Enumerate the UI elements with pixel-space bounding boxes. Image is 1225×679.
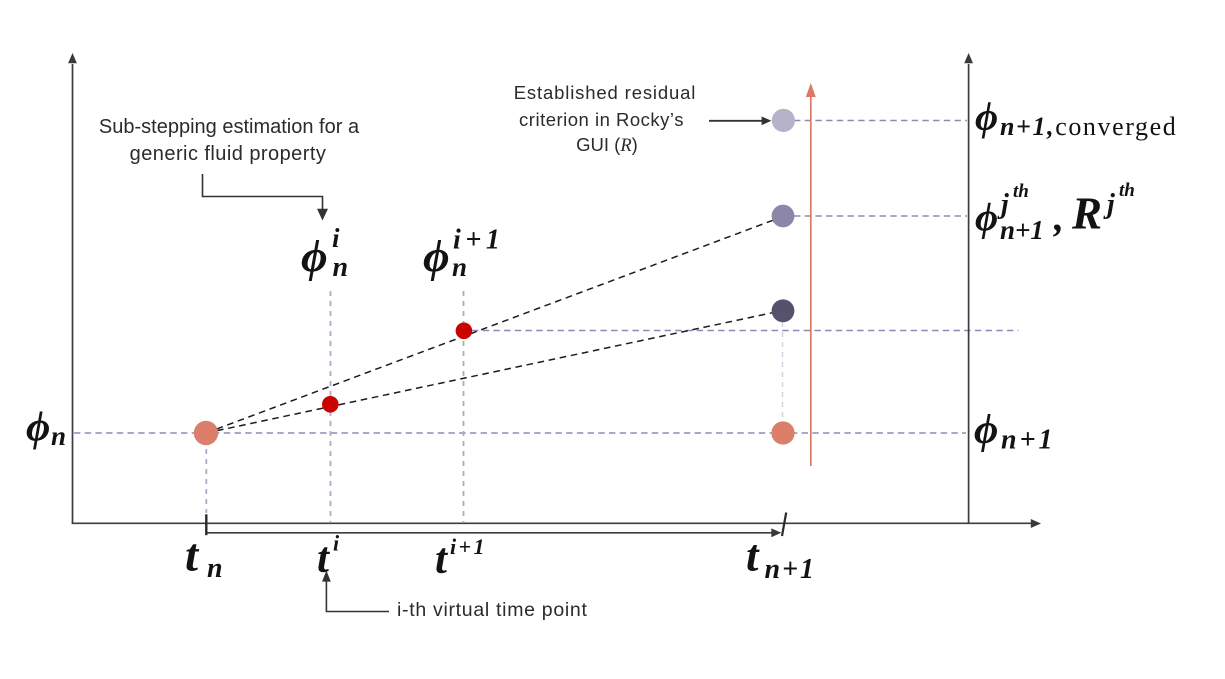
svg-text:t: t [435, 536, 449, 583]
svg-text:j: j [997, 189, 1009, 220]
svg-text:n+1: n+1 [765, 554, 817, 585]
svg-text:generic fluid property: generic fluid property [130, 143, 327, 165]
svg-text:Sub-stepping estimation for a: Sub-stepping estimation for a [99, 116, 360, 138]
svg-text:i: i [332, 223, 340, 253]
svg-text:ϕ: ϕ [423, 231, 450, 282]
svg-text:,: , [1053, 195, 1064, 240]
svg-text:criterion in Rocky’s: criterion in Rocky’s [519, 109, 684, 130]
svg-text:ϕ: ϕ [975, 94, 998, 139]
svg-text:n+1: n+1 [1000, 215, 1044, 245]
svg-text:R: R [1071, 189, 1102, 239]
svg-text:th: th [1013, 181, 1029, 202]
svg-text:n+1,converged: n+1,converged [1000, 112, 1177, 141]
svg-text:n: n [207, 553, 223, 584]
svg-text:ϕ: ϕ [26, 405, 50, 451]
svg-text:t: t [746, 531, 760, 581]
svg-text:GUI (R): GUI (R) [576, 134, 638, 156]
svg-text:Established residual: Established residual [514, 82, 697, 103]
svg-text:ϕ: ϕ [975, 195, 998, 240]
svg-text:th: th [1119, 180, 1135, 201]
svg-text:n: n [333, 252, 349, 283]
svg-text:n+1: n+1 [1001, 425, 1056, 456]
svg-text:t: t [317, 535, 331, 582]
svg-text:i-th virtual time point: i-th virtual time point [397, 599, 588, 621]
svg-text:i+1: i+1 [450, 534, 487, 559]
svg-text:n: n [51, 421, 66, 451]
svg-text:ϕ: ϕ [974, 407, 998, 453]
svg-text:i: i [333, 531, 340, 556]
svg-text:n: n [452, 252, 467, 282]
svg-text:i+1: i+1 [453, 225, 505, 256]
svg-text:t: t [185, 530, 200, 582]
svg-text:ϕ: ϕ [301, 231, 328, 282]
svg-text:j: j [1103, 189, 1115, 220]
